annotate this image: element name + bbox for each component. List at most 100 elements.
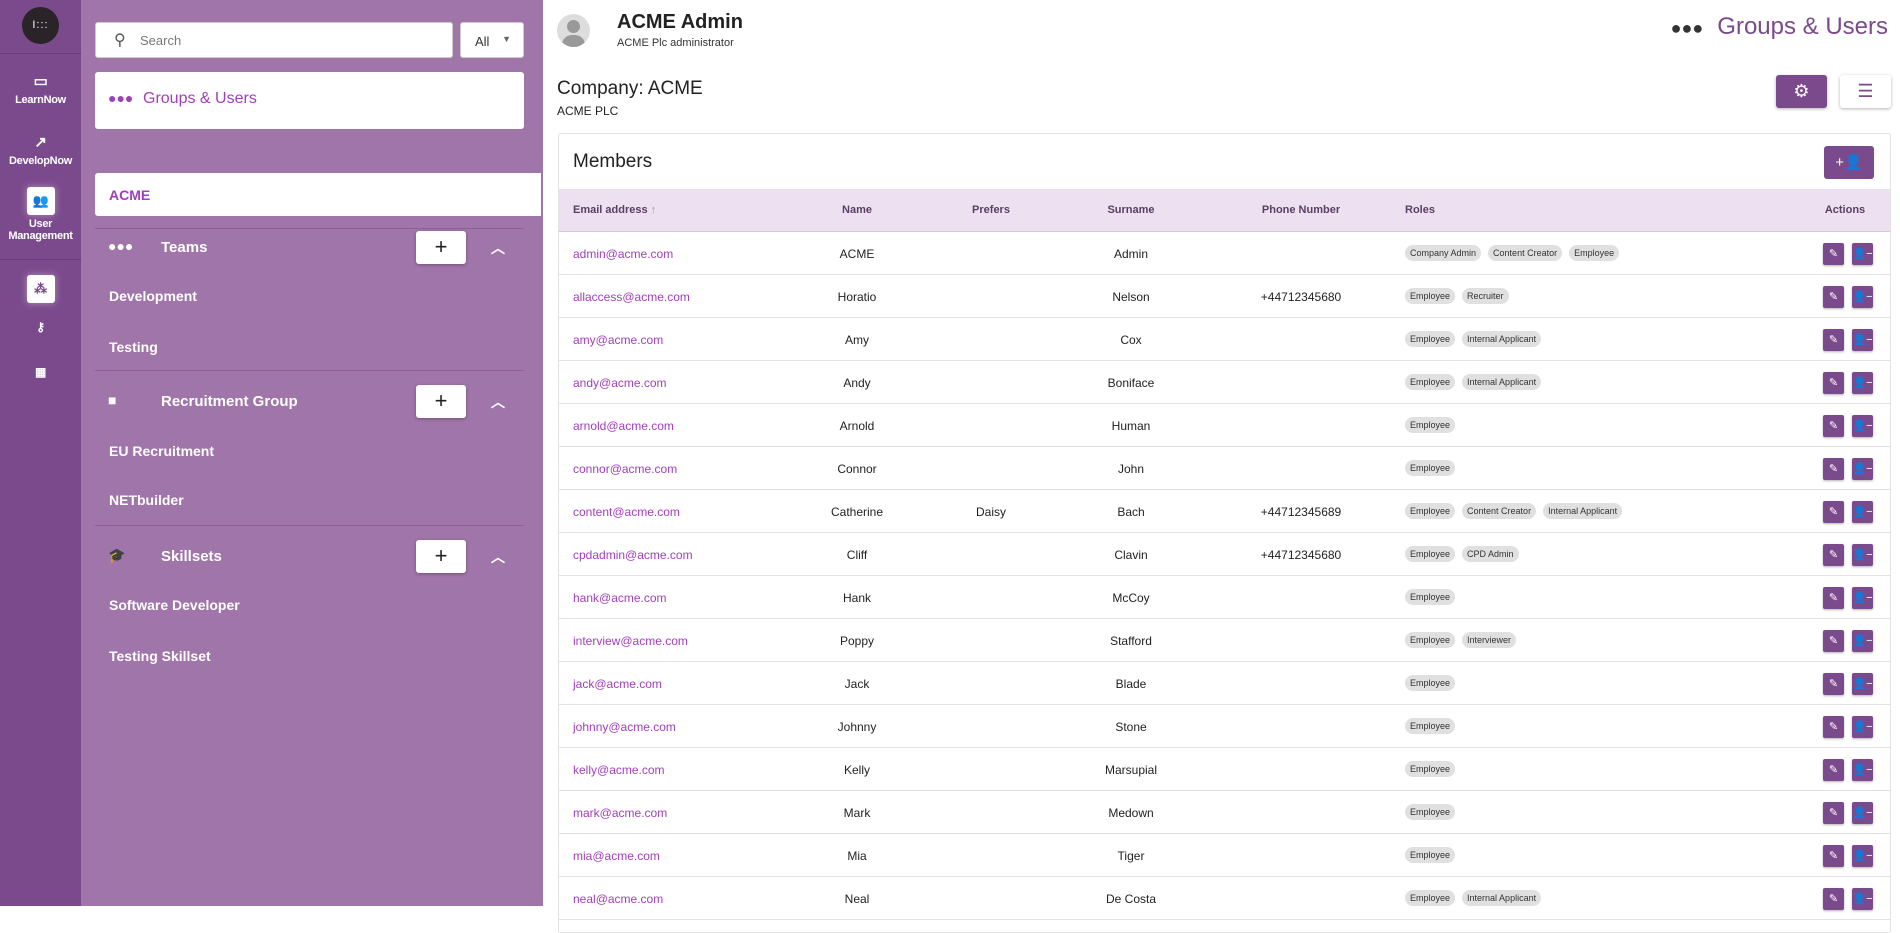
col-email[interactable]: Email address ↑ (573, 204, 656, 216)
edit-button[interactable]: ✎ (1823, 587, 1844, 609)
group-header-teams[interactable]: ●●● Teams + ︿ (95, 229, 524, 265)
remove-user-button[interactable]: 👤− (1852, 845, 1873, 867)
rail-item-learnnow[interactable]: ▭ LearnNow (0, 72, 81, 106)
table-row[interactable]: admin@acme.com ACME Admin Company Admin Cont… (559, 232, 1890, 275)
search-input[interactable]: ⚲ Search (95, 22, 453, 58)
group-item[interactable]: NETbuilder (109, 492, 184, 508)
app-logo[interactable]: I::: (22, 7, 59, 44)
group-item[interactable]: Development (109, 288, 197, 304)
add-member-button[interactable]: +👤 (1824, 146, 1874, 179)
email-cell[interactable]: mia@acme.com (573, 849, 660, 863)
edit-button[interactable]: ✎ (1823, 716, 1844, 738)
col-surname[interactable]: Surname (1107, 204, 1155, 216)
email-cell[interactable]: kelly@acme.com (573, 763, 665, 777)
remove-user-button[interactable]: 👤− (1852, 415, 1873, 437)
rail-sub-groups[interactable]: ⁂ (0, 275, 81, 306)
edit-button[interactable]: ✎ (1823, 759, 1844, 781)
group-header-recruitment[interactable]: ■ Recruitment Group + ︿ (95, 383, 524, 419)
edit-button[interactable]: ✎ (1823, 501, 1844, 523)
remove-user-button[interactable]: 👤− (1852, 673, 1873, 695)
group-item[interactable]: EU Recruitment (109, 443, 215, 459)
table-row[interactable]: neal@acme.com Neal De Costa Employee Interna… (559, 877, 1890, 920)
col-prefers[interactable]: Prefers (972, 204, 1010, 216)
edit-button[interactable]: ✎ (1823, 888, 1844, 910)
table-row[interactable]: amy@acme.com Amy Cox Employee Internal Appli… (559, 318, 1890, 361)
table-row[interactable]: jack@acme.com Jack Blade Employee ✎ 👤− (559, 662, 1890, 705)
filter-select[interactable]: All ▼ (460, 22, 524, 58)
table-row[interactable]: mia@acme.com Mia Tiger Employee ✎ 👤− (559, 834, 1890, 877)
chevron-up-icon[interactable]: ︿ (491, 549, 505, 565)
remove-user-button[interactable]: 👤− (1852, 802, 1873, 824)
remove-user-button[interactable]: 👤− (1852, 243, 1873, 265)
col-name[interactable]: Name (842, 204, 872, 216)
rail-item-developnow[interactable]: ↗ DevelopNow (0, 133, 81, 167)
table-row[interactable]: hank@acme.com Hank McCoy Employee ✎ 👤− (559, 576, 1890, 619)
email-cell[interactable]: arnold@acme.com (573, 419, 674, 433)
remove-user-button[interactable]: 👤− (1852, 372, 1873, 394)
remove-user-button[interactable]: 👤− (1852, 286, 1873, 308)
remove-user-button[interactable]: 👤− (1852, 544, 1873, 566)
edit-button[interactable]: ✎ (1823, 286, 1844, 308)
email-cell[interactable]: amy@acme.com (573, 333, 664, 347)
email-cell[interactable]: cpdadmin@acme.com (573, 548, 693, 562)
sort-arrow-icon: ↑ (650, 204, 657, 216)
groups-users-card[interactable]: ●●● Groups & Users (95, 72, 524, 129)
add-skillset-button[interactable]: + (416, 540, 466, 573)
group-item[interactable]: Testing Skillset (109, 648, 211, 664)
edit-button[interactable]: ✎ (1823, 544, 1844, 566)
email-cell[interactable]: johnny@acme.com (573, 720, 676, 734)
chevron-up-icon[interactable]: ︿ (491, 394, 505, 410)
edit-button[interactable]: ✎ (1823, 243, 1844, 265)
company-item-acme[interactable]: ACME (95, 173, 541, 216)
settings-button[interactable]: ⚙ (1776, 75, 1827, 108)
rail-item-user-management[interactable]: 👥 User Management (0, 187, 81, 242)
add-recruitment-button[interactable]: + (416, 385, 466, 418)
edit-button[interactable]: ✎ (1823, 372, 1844, 394)
table-row[interactable]: andy@acme.com Andy Boniface Employee Interna… (559, 361, 1890, 404)
remove-user-button[interactable]: 👤− (1852, 501, 1873, 523)
edit-button[interactable]: ✎ (1823, 673, 1844, 695)
remove-user-button[interactable]: 👤− (1852, 759, 1873, 781)
email-cell[interactable]: hank@acme.com (573, 591, 667, 605)
table-row[interactable]: cpdadmin@acme.com Cliff Clavin +44712345680… (559, 533, 1890, 576)
edit-button[interactable]: ✎ (1823, 415, 1844, 437)
edit-button[interactable]: ✎ (1823, 630, 1844, 652)
chevron-up-icon[interactable]: ︿ (491, 240, 505, 256)
table-row[interactable]: allaccess@acme.com Horatio Nelson +44712345… (559, 275, 1890, 318)
key-icon[interactable]: ⚷ (36, 320, 45, 334)
table-row[interactable]: arnold@acme.com Arnold Human Employee ✎ 👤− (559, 404, 1890, 447)
email-cell[interactable]: content@acme.com (573, 505, 680, 519)
avatar[interactable] (557, 14, 590, 47)
email-cell[interactable]: mark@acme.com (573, 806, 668, 820)
email-cell[interactable]: jack@acme.com (573, 677, 662, 691)
table-row[interactable]: connor@acme.com Connor John Employee ✎ 👤− (559, 447, 1890, 490)
remove-user-button[interactable]: 👤− (1852, 329, 1873, 351)
email-cell[interactable]: allaccess@acme.com (573, 290, 690, 304)
edit-button[interactable]: ✎ (1823, 845, 1844, 867)
remove-user-button[interactable]: 👤− (1852, 716, 1873, 738)
email-cell[interactable]: admin@acme.com (573, 247, 674, 261)
email-cell[interactable]: neal@acme.com (573, 892, 664, 906)
group-item[interactable]: Software Developer (109, 597, 240, 613)
table-row[interactable]: mark@acme.com Mark Medown Employee ✎ 👤− (559, 791, 1890, 834)
remove-user-button[interactable]: 👤− (1852, 587, 1873, 609)
edit-button[interactable]: ✎ (1823, 802, 1844, 824)
menu-button[interactable]: ☰ (1840, 75, 1891, 108)
dashboard-icon[interactable]: ▦ (34, 365, 47, 379)
remove-user-button[interactable]: 👤− (1852, 888, 1873, 910)
table-row[interactable]: johnny@acme.com Johnny Stone Employee ✎ 👤− (559, 705, 1890, 748)
remove-user-button[interactable]: 👤− (1852, 458, 1873, 480)
table-row[interactable]: content@acme.com Catherine Daisy Bach +44712… (559, 490, 1890, 533)
edit-button[interactable]: ✎ (1823, 458, 1844, 480)
add-team-button[interactable]: + (416, 231, 466, 264)
group-item[interactable]: Testing (109, 339, 158, 355)
email-cell[interactable]: interview@acme.com (573, 634, 688, 648)
table-row[interactable]: kelly@acme.com Kelly Marsupial Employee ✎ 👤− (559, 748, 1890, 791)
edit-button[interactable]: ✎ (1823, 329, 1844, 351)
email-cell[interactable]: connor@acme.com (573, 462, 678, 476)
table-row[interactable]: interview@acme.com Poppy Stafford Employee I… (559, 619, 1890, 662)
group-header-skillsets[interactable]: 🎓 Skillsets + ︿ (95, 538, 524, 574)
col-phone[interactable]: Phone Number (1261, 204, 1341, 216)
remove-user-button[interactable]: 👤− (1852, 630, 1873, 652)
email-cell[interactable]: andy@acme.com (573, 376, 667, 390)
